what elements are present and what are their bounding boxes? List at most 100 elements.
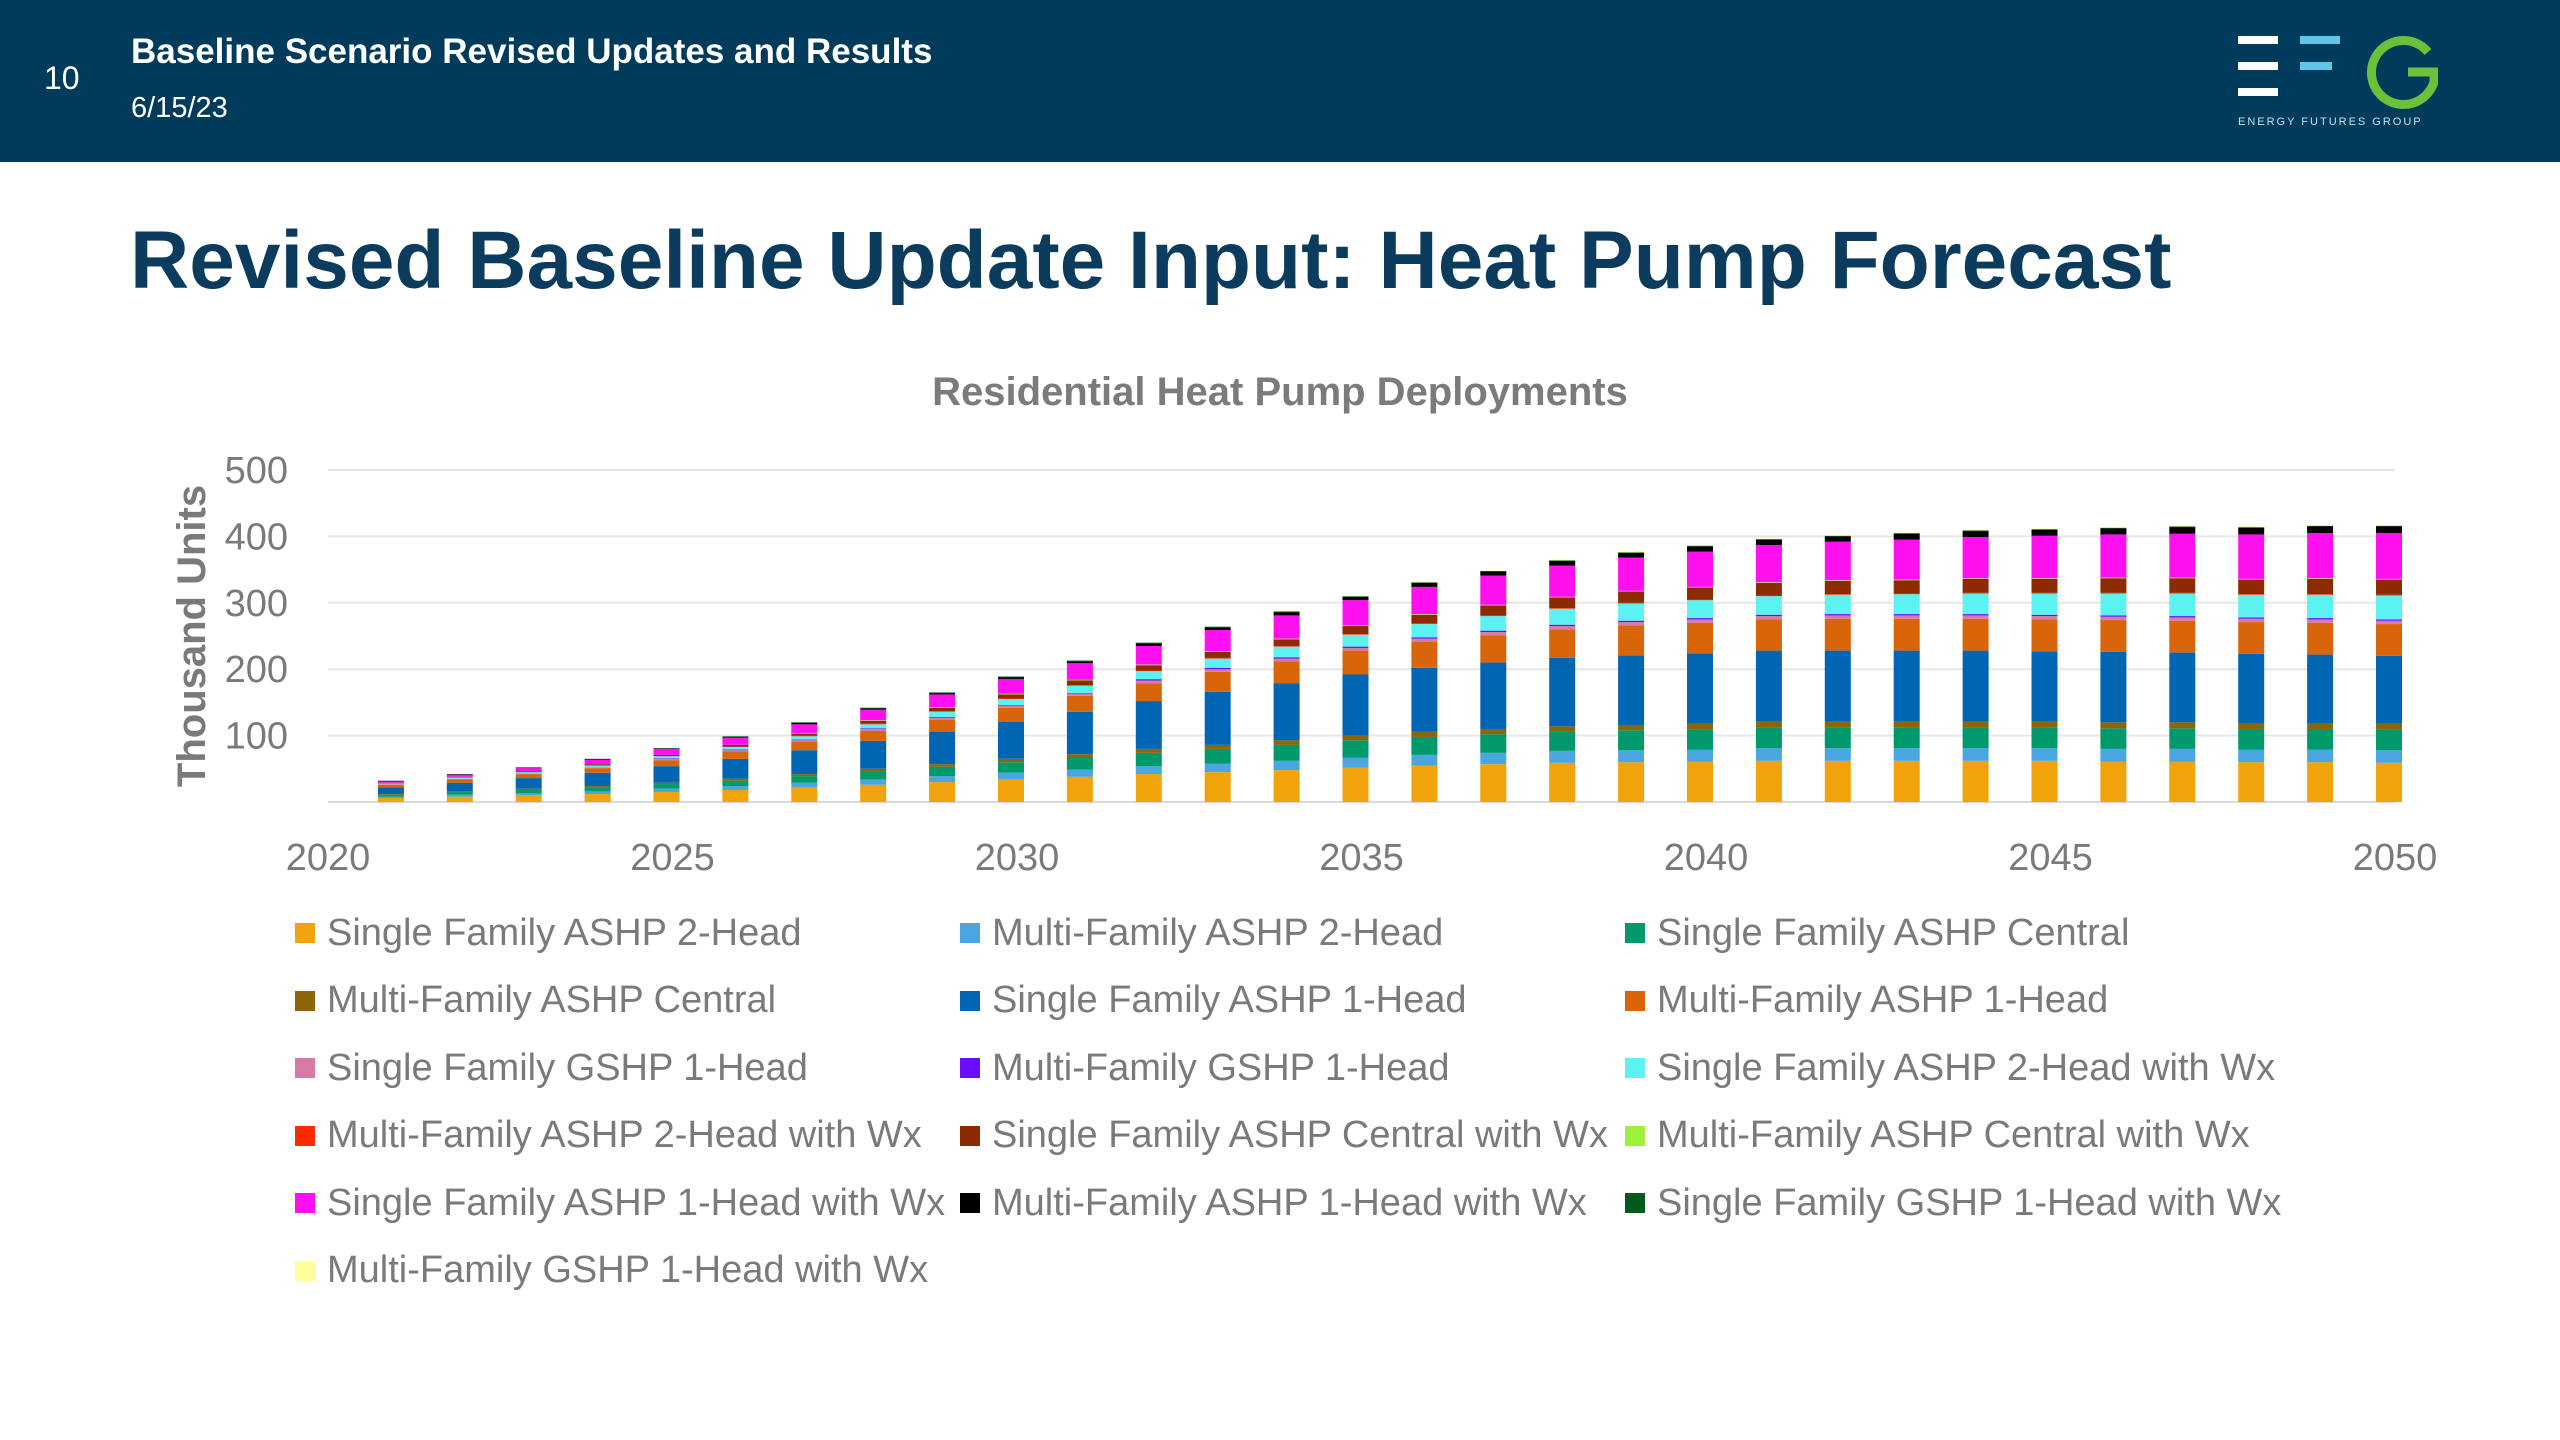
y-tick-label: 500 (225, 450, 288, 492)
bar-segment (929, 731, 956, 765)
bar-segment (1480, 616, 1507, 631)
legend-swatch (295, 1058, 315, 1078)
legend-swatch (960, 923, 980, 943)
bar-segment (1480, 734, 1507, 753)
bar-segment (1411, 586, 1438, 615)
bar-segment (1618, 762, 1645, 802)
bar-segment (1962, 614, 1989, 616)
legend-swatch (295, 990, 315, 1011)
bar-segment (791, 732, 818, 734)
bar-segment (446, 779, 473, 783)
bar-segment (1480, 605, 1507, 616)
bar-segment (791, 722, 818, 723)
legend-item: Multi-Family ASHP Central with Wx (1625, 1108, 2250, 1164)
bar-segment (2100, 528, 2127, 535)
bar-segment (1755, 760, 1782, 802)
header-date: 6/15/23 (131, 92, 228, 124)
bar-segment (2238, 526, 2265, 528)
bar-segment (1204, 627, 1231, 631)
bar-segment (1273, 658, 1300, 662)
legend-swatch (960, 990, 980, 1011)
bar-segment (1411, 731, 1438, 737)
bar-segment (2031, 529, 2058, 536)
legend-item: Single Family ASHP 1-Head with Wx (295, 1175, 945, 1231)
bar-segment (998, 693, 1024, 695)
bar-segment (1687, 761, 1713, 802)
bar-segment (998, 707, 1024, 722)
bar-segment (1411, 623, 1438, 625)
legend-item: Multi-Family ASHP 2-Head (960, 905, 1443, 961)
bar-segment (584, 764, 611, 766)
bar-segment (1549, 608, 1576, 609)
bar-segment (791, 739, 818, 741)
bar-segment (1273, 615, 1300, 639)
bar-segment (584, 768, 611, 773)
bar-segment (1962, 578, 1989, 579)
bar-segment (377, 796, 404, 799)
bar-segment (722, 751, 749, 759)
bar-segment (1135, 665, 1162, 671)
bar-segment (584, 787, 611, 792)
bar-segment (515, 795, 542, 802)
legend-item: Multi-Family ASHP 1-Head with Wx (960, 1175, 1587, 1231)
bar-segment (929, 776, 956, 783)
legend-label: Multi-Family ASHP 1-Head (1657, 979, 2109, 1021)
bar-segment (791, 736, 818, 740)
bar-segment (2307, 526, 2334, 534)
bar-segment (1135, 643, 1162, 646)
efg-logo: ENERGY FUTURES GROUP (2238, 28, 2439, 138)
bar-segment (2031, 593, 2058, 615)
bar-segment (1135, 683, 1162, 702)
bar-segment (2376, 655, 2402, 724)
bar-segment (1755, 619, 1782, 651)
bar-segment (998, 705, 1024, 706)
bar-segment (791, 724, 818, 733)
bar-segment (2307, 618, 2334, 620)
bar-segment (1549, 629, 1576, 658)
bar-segment (1342, 634, 1369, 635)
bar-segment (1480, 662, 1507, 729)
bar-segment (2100, 620, 2127, 652)
bar-segment (2031, 619, 2058, 652)
legend-swatch (295, 923, 315, 943)
slide-number: 10 (44, 60, 80, 96)
bar-segment (722, 736, 749, 738)
bar-segment (1549, 559, 1576, 561)
bar-segment (2100, 748, 2127, 762)
bar-segment (1824, 594, 1851, 615)
bar-segment (1273, 770, 1300, 802)
bar-segment (1893, 533, 1920, 534)
bar-segment (722, 750, 749, 752)
bar-segment (446, 777, 473, 779)
bar-segment (1755, 721, 1782, 728)
bar-segment (998, 677, 1024, 680)
bar-segment (1824, 580, 1851, 581)
bar-segment (377, 794, 404, 795)
bar-segment (1824, 727, 1851, 749)
bar-segment (1342, 600, 1369, 626)
bar-segment (1687, 619, 1713, 623)
bar-segment (2307, 594, 2334, 619)
legend-swatch (295, 1193, 315, 1213)
bar-segment (791, 776, 818, 783)
bar-segment (377, 787, 404, 795)
bar-segment (1411, 641, 1438, 668)
y-axis-label: Thousand Units (170, 485, 214, 787)
bar-segment (1549, 750, 1576, 763)
legend-swatch (960, 1125, 980, 1146)
legend-label: Multi-Family ASHP 2-Head with Wx (327, 1114, 922, 1156)
bar-segment (1824, 618, 1851, 651)
bar-segment (1342, 740, 1369, 758)
bar-segment (860, 720, 887, 724)
bar-segment (2031, 616, 2058, 620)
bar-segment (2238, 722, 2265, 729)
bar-segment (1824, 615, 1851, 619)
bar-segment (1342, 767, 1369, 802)
bar-segment (1066, 685, 1093, 686)
bar-segment (998, 758, 1024, 763)
bar-segment (2100, 593, 2127, 616)
legend-label: Single Family GSHP 1-Head (327, 1046, 808, 1089)
bar-segment (515, 778, 542, 789)
bar-segment (929, 766, 956, 777)
bar-segment (998, 705, 1024, 708)
